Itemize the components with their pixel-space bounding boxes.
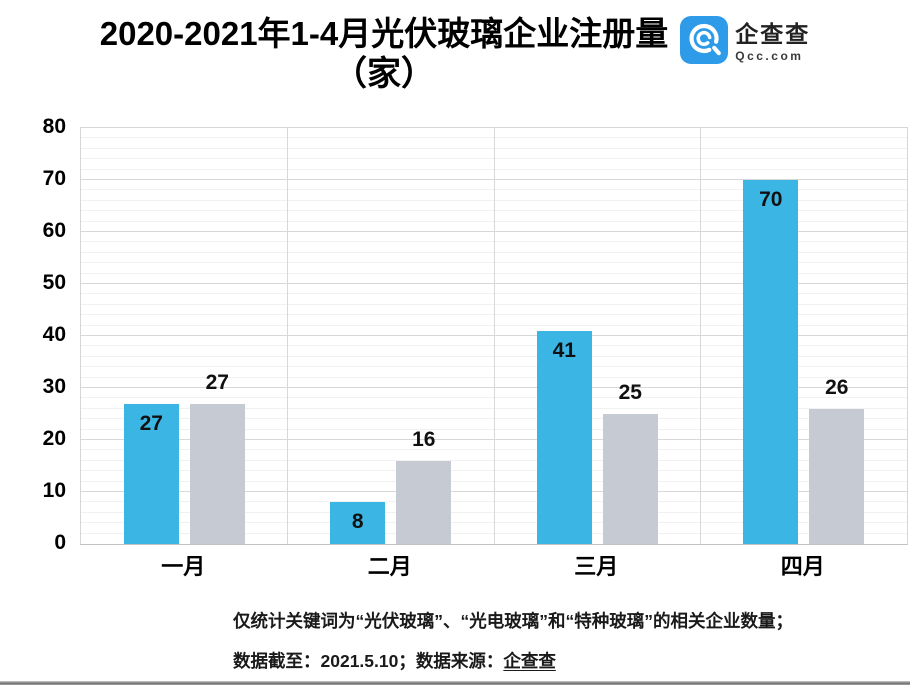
bar-value-label: 70 [759, 188, 783, 211]
bar-gray-series [809, 408, 865, 544]
x-category-label: 四月 [780, 554, 825, 579]
footer-note-line1: 仅统计关键词为“光伏玻璃”、“光电玻璃”和“特种玻璃”的相关企业数量； [233, 611, 793, 631]
y-tick-label: 50 [42, 271, 66, 294]
bar-value-label: 25 [618, 381, 642, 404]
footer-note-line2-prefix: 数据截至：2021.5.10；数据来源： [233, 651, 504, 671]
gridline-vertical [700, 128, 701, 544]
gridline-vertical [287, 128, 288, 544]
plot-area: 27 27 8 16 41 25 70 26 [80, 127, 908, 545]
gridline-vertical [493, 128, 495, 544]
bar-value-label: 41 [552, 338, 576, 362]
page-title-line2: （家） [332, 55, 435, 93]
bottom-rule [0, 681, 910, 685]
y-tick-label: 60 [42, 219, 66, 242]
bar-value-label: 27 [205, 370, 229, 394]
qcc-logo-text: 企查查 Qcc.com [735, 21, 811, 63]
x-category-label: 一月 [161, 554, 206, 579]
y-tick-label: 10 [42, 479, 66, 502]
y-tick-label: 70 [42, 167, 66, 190]
y-tick-label: 40 [42, 323, 66, 346]
page-title: 2020-2021年1-4月光伏玻璃企业注册量 （家） [100, 14, 669, 94]
bar-gray-series [189, 403, 245, 544]
x-axis: 一月 二月 三月 四月 [80, 552, 906, 582]
source-link: 企查查 [503, 651, 556, 671]
bar-blue-series [330, 502, 386, 544]
y-tick-label: 0 [54, 531, 66, 554]
y-tick-label: 80 [42, 115, 66, 138]
qcc-logo-icon [680, 16, 729, 69]
qcc-logo-name: 企查查 [735, 21, 811, 47]
x-category-label: 三月 [574, 554, 619, 579]
y-tick-label: 20 [42, 427, 66, 450]
bar-gray-series [602, 414, 658, 544]
y-tick-label: 30 [42, 375, 66, 398]
bar-value-label: 27 [139, 411, 163, 435]
qcc-logo-domain: Qcc.com [735, 49, 804, 63]
bar-blue-series [536, 330, 592, 544]
x-category-label: 二月 [367, 554, 412, 579]
footer-note: 仅统计关键词为“光伏玻璃”、“光电玻璃”和“特种玻璃”的相关企业数量； 数据截至… [233, 601, 793, 681]
bar-gray-series [396, 460, 452, 544]
bar-value-label: 26 [825, 375, 849, 399]
bar-blue-series [123, 403, 179, 544]
bar-blue-series [743, 180, 799, 544]
bar-value-label: 16 [412, 427, 436, 451]
header: 2020-2021年1-4月光伏玻璃企业注册量 （家） 企查查 Qcc.com [0, 14, 910, 94]
footer-note-line2: 数据截至：2021.5.10；数据来源：企查查 [233, 641, 793, 681]
qcc-logo: 企查查 Qcc.com [680, 16, 810, 69]
page-title-line1: 2020-2021年1-4月光伏玻璃企业注册量 [99, 15, 669, 52]
bar-value-label: 8 [351, 510, 364, 534]
y-axis: 0 10 20 30 40 50 60 70 80 [0, 116, 66, 554]
